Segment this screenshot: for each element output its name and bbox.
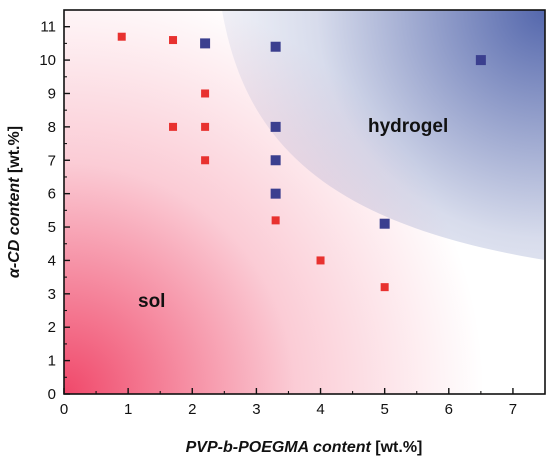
sol-data-point <box>380 283 389 292</box>
y-axis-title: α-CD content [wt.%] <box>6 126 23 278</box>
y-tick-label: 6 <box>48 186 56 203</box>
y-tick-label: 8 <box>48 119 56 136</box>
y-axis-title-main: α-CD content <box>6 177 23 278</box>
y-tick-label: 9 <box>48 85 56 102</box>
hydrogel-data-point <box>270 121 281 132</box>
sol-data-point <box>316 256 325 265</box>
hydrogel-data-point <box>475 55 486 66</box>
x-tick-label: 5 <box>380 401 388 418</box>
y-tick-label: 2 <box>48 319 56 336</box>
region-label-hydrogel: hydrogel <box>368 116 448 137</box>
sol-data-point <box>271 216 280 225</box>
y-tick-label: 10 <box>39 52 56 69</box>
y-axis-title-unit: [wt.%] <box>6 126 23 173</box>
x-axis-ticks: 0 1 2 3 4 5 6 7 <box>60 388 517 418</box>
x-tick-label: 3 <box>252 401 260 418</box>
sol-data-point <box>201 89 210 98</box>
x-tick-label: 1 <box>124 401 132 418</box>
hydrogel-data-point <box>379 218 390 229</box>
plot-frame <box>63 9 546 395</box>
y-tick-label: 4 <box>48 252 56 269</box>
sol-data-point <box>201 122 210 131</box>
y-tick-label: 1 <box>48 353 56 370</box>
x-tick-label: 6 <box>445 401 453 418</box>
y-tick-label: 5 <box>48 219 56 236</box>
y-axis-ticks: 0 1 2 3 4 5 6 7 8 9 10 11 <box>39 19 70 403</box>
y-tick-label: 0 <box>48 386 56 403</box>
y-tick-label: 7 <box>48 152 56 169</box>
y-tick-label: 3 <box>48 286 56 303</box>
y-tick-label: 11 <box>40 19 56 36</box>
hydrogel-data-point <box>270 41 281 52</box>
hydrogel-data-point <box>270 188 281 199</box>
x-axis-title-main: PVP-b-POEGMA content <box>186 439 372 456</box>
sol-data-point <box>169 122 178 131</box>
sol-data-point <box>201 156 210 165</box>
sol-data-point <box>117 32 126 41</box>
x-tick-label: 7 <box>509 401 517 418</box>
x-axis-title-unit: [wt.%] <box>375 439 422 456</box>
hydrogel-region-shading <box>222 10 545 260</box>
sol-data-point <box>169 36 178 45</box>
hydrogel-data-point <box>270 155 281 166</box>
hydrogel-data-point <box>200 38 211 49</box>
region-label-sol: sol <box>138 291 165 312</box>
x-tick-label: 2 <box>188 401 196 418</box>
x-tick-label: 4 <box>316 401 324 418</box>
data-points <box>117 32 486 292</box>
x-tick-label: 0 <box>60 401 68 418</box>
x-axis-title: PVP-b-POEGMA content [wt.%] <box>186 439 423 456</box>
